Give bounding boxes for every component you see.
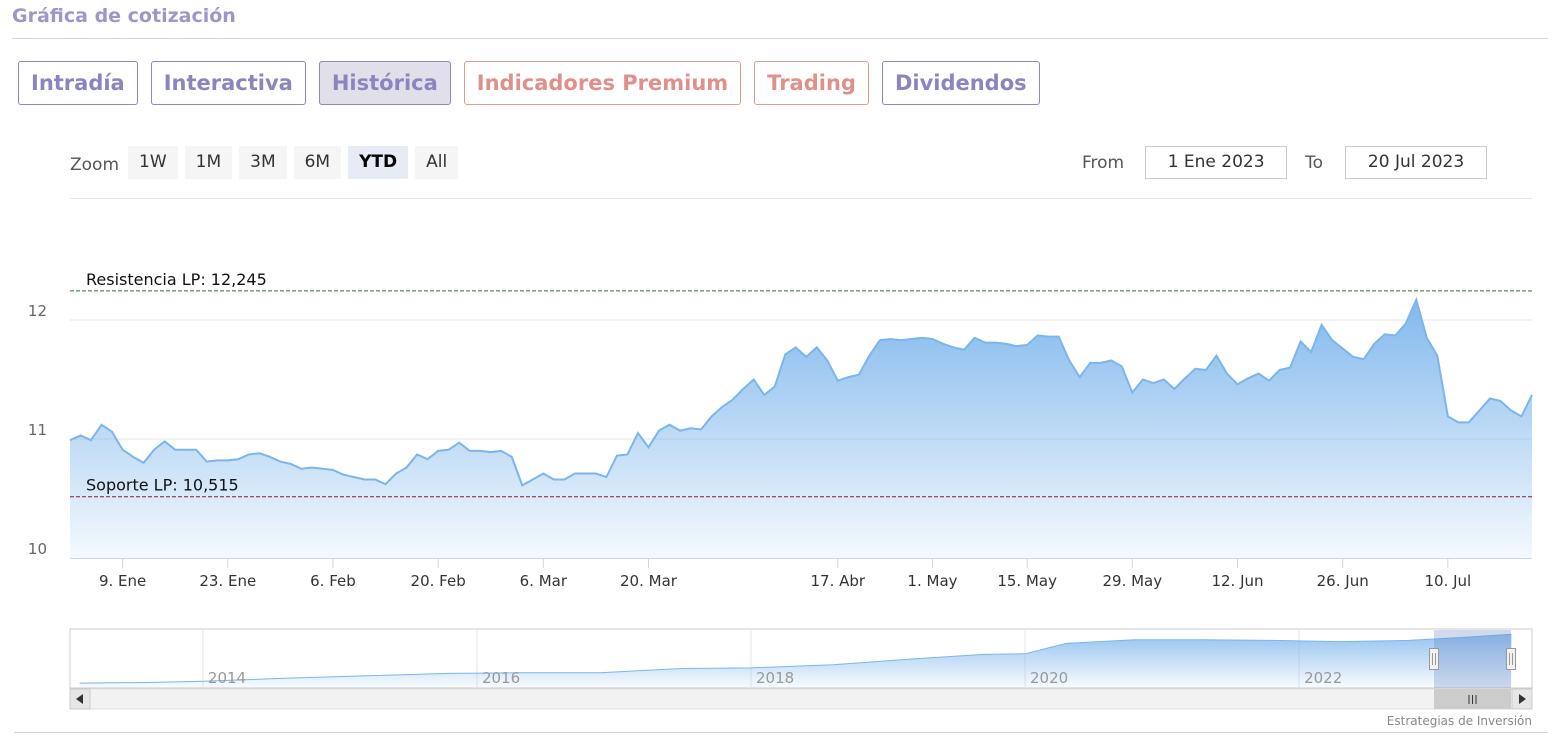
to-input[interactable]: 20 Jul 2023	[1345, 146, 1488, 179]
x-tick-label: 6. Feb	[310, 572, 356, 590]
x-tick-label: 17. Abr	[811, 572, 866, 590]
scrollbar-track[interactable]	[69, 688, 1533, 710]
section-title: Gráfica de cotización	[12, 5, 236, 27]
zoom-button[interactable]: 1M	[184, 146, 233, 179]
navigator-label: 2014	[208, 669, 246, 687]
tab[interactable]: Dividendos	[881, 61, 1040, 105]
zoom-button[interactable]: 3M	[239, 146, 287, 179]
plot-line-label: Resistencia LP: 12,245	[86, 270, 267, 289]
x-tick-label: 15. May	[997, 572, 1057, 590]
x-tick-label: 29. May	[1102, 572, 1162, 590]
x-tick-label: 9. Ene	[99, 572, 146, 590]
navigator-selection[interactable]	[1434, 630, 1511, 688]
price-line	[79, 633, 1512, 684]
tab[interactable]: Histórica	[318, 61, 451, 105]
y-tick-label: 12	[28, 302, 47, 320]
arrow-right	[1519, 694, 1526, 704]
y-tick-label: 10	[28, 540, 47, 558]
price-line	[69, 296, 1533, 487]
area-fill	[79, 634, 1512, 688]
navigator-label: 2022	[1304, 669, 1342, 687]
x-tick-label: 6. Mar	[520, 572, 568, 590]
zoom-button[interactable]: 1W	[128, 146, 178, 179]
to-label: To	[1305, 152, 1324, 173]
x-tick-label: 23. Ene	[199, 572, 256, 590]
handle-grip	[1509, 653, 1513, 665]
x-tick-label: 12. Jun	[1211, 572, 1263, 590]
navigator-label: 2016	[482, 669, 520, 687]
plot-line-label: Soporte LP: 10,515	[86, 476, 239, 495]
zoom-selector: Zoom 1W 1M 3M 6M YTD All	[70, 146, 459, 179]
arrow-left	[76, 694, 83, 704]
date-range: From 1 Ene 2023 To 20 Jul 2023	[1082, 146, 1488, 179]
credit: Estrategias de Inversión	[1387, 714, 1532, 728]
x-tick-label: 20. Feb	[411, 572, 466, 590]
navigator-label: 2020	[1030, 669, 1068, 687]
tab-bar: Intradía Interactiva Histórica Indicadores …	[18, 61, 1040, 105]
tab[interactable]: Interactiva	[150, 61, 306, 105]
from-label: From	[1082, 152, 1125, 173]
x-tick-label: 26. Jun	[1317, 572, 1369, 590]
x-tick-label: 20. Mar	[620, 572, 678, 590]
zoom-button[interactable]: 6M	[293, 146, 342, 179]
navigator-label: 2018	[756, 669, 794, 687]
navigator-handle[interactable]	[1429, 648, 1439, 670]
thumb-grip	[1468, 695, 1477, 704]
from-input[interactable]: 1 Ene 2023	[1145, 146, 1288, 179]
zoom-button[interactable]: All	[415, 146, 459, 179]
tab[interactable]: Intradía	[18, 61, 138, 105]
tab[interactable]: Trading	[754, 61, 869, 105]
x-tick-label: 1. May	[907, 572, 957, 590]
navigator-handle[interactable]	[1506, 648, 1516, 670]
title-rule	[12, 38, 1548, 39]
x-tick-label: 10. Jul	[1424, 572, 1471, 590]
zoom-button[interactable]: YTD	[348, 146, 409, 179]
tab[interactable]: Indicadores Premium	[463, 61, 742, 105]
y-tick-label: 11	[28, 421, 47, 439]
handle-grip	[1432, 653, 1436, 665]
area-fill	[70, 299, 1532, 558]
zoom-label: Zoom	[70, 154, 120, 175]
